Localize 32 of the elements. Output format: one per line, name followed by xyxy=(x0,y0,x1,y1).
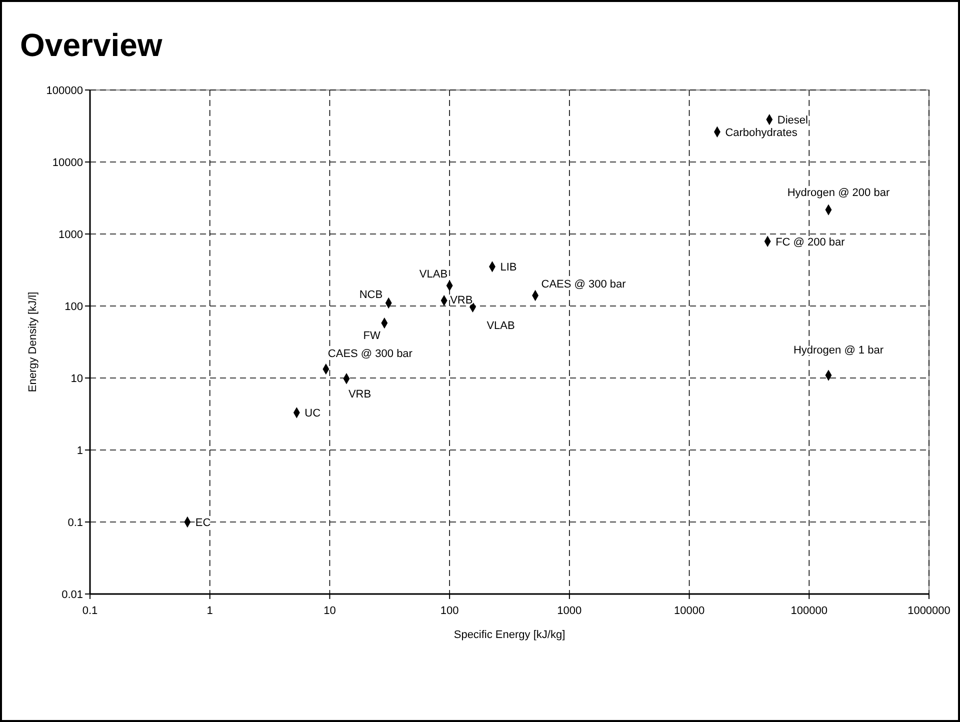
annotation: CAES @ 300 bar xyxy=(541,278,626,290)
annotation: VRB xyxy=(348,388,372,401)
x-tick-label: 1 xyxy=(206,605,213,617)
x-tick-label: 0.1 xyxy=(82,605,98,617)
x-tick-label: 100 xyxy=(440,605,459,617)
y-tick-label: 100 xyxy=(64,301,83,313)
y-tick-label: 100000 xyxy=(46,85,83,97)
x-tick-label: 1000000 xyxy=(908,605,950,617)
y-tick-label: 0.01 xyxy=(62,589,83,601)
annotation: VLAB xyxy=(419,268,448,281)
y-tick-label: 10 xyxy=(70,373,83,385)
y-axis-title: Energy Density [kJ/l] xyxy=(27,292,39,392)
y-tick-label: 0.1 xyxy=(68,517,83,529)
annotation: UC xyxy=(304,408,321,420)
x-tick-label: 10000 xyxy=(674,605,705,617)
x-tick-label: 1000 xyxy=(557,605,582,617)
annotation: NCB xyxy=(359,289,383,302)
y-tick-label: 1 xyxy=(76,445,83,457)
annotation: VLAB xyxy=(486,320,515,332)
chart-title: Overview xyxy=(20,27,162,63)
annotation: FW xyxy=(363,330,382,342)
y-tick-label: 1000 xyxy=(58,229,83,241)
x-tick-label: 100000 xyxy=(790,605,828,617)
annotation: LIB xyxy=(500,262,517,274)
annotation: Diesel xyxy=(777,114,808,127)
x-axis-title: Specific Energy [kJ/kg] xyxy=(454,629,566,641)
annotation: Hydrogen @ 1 bar xyxy=(793,344,884,356)
y-tick-label: 10000 xyxy=(52,157,83,169)
x-tick-label: 10 xyxy=(324,605,336,617)
annotation: Carbohydrates xyxy=(725,126,798,139)
annotation: VRB xyxy=(450,294,473,307)
annotation: CAES @ 300 bar xyxy=(328,348,413,360)
